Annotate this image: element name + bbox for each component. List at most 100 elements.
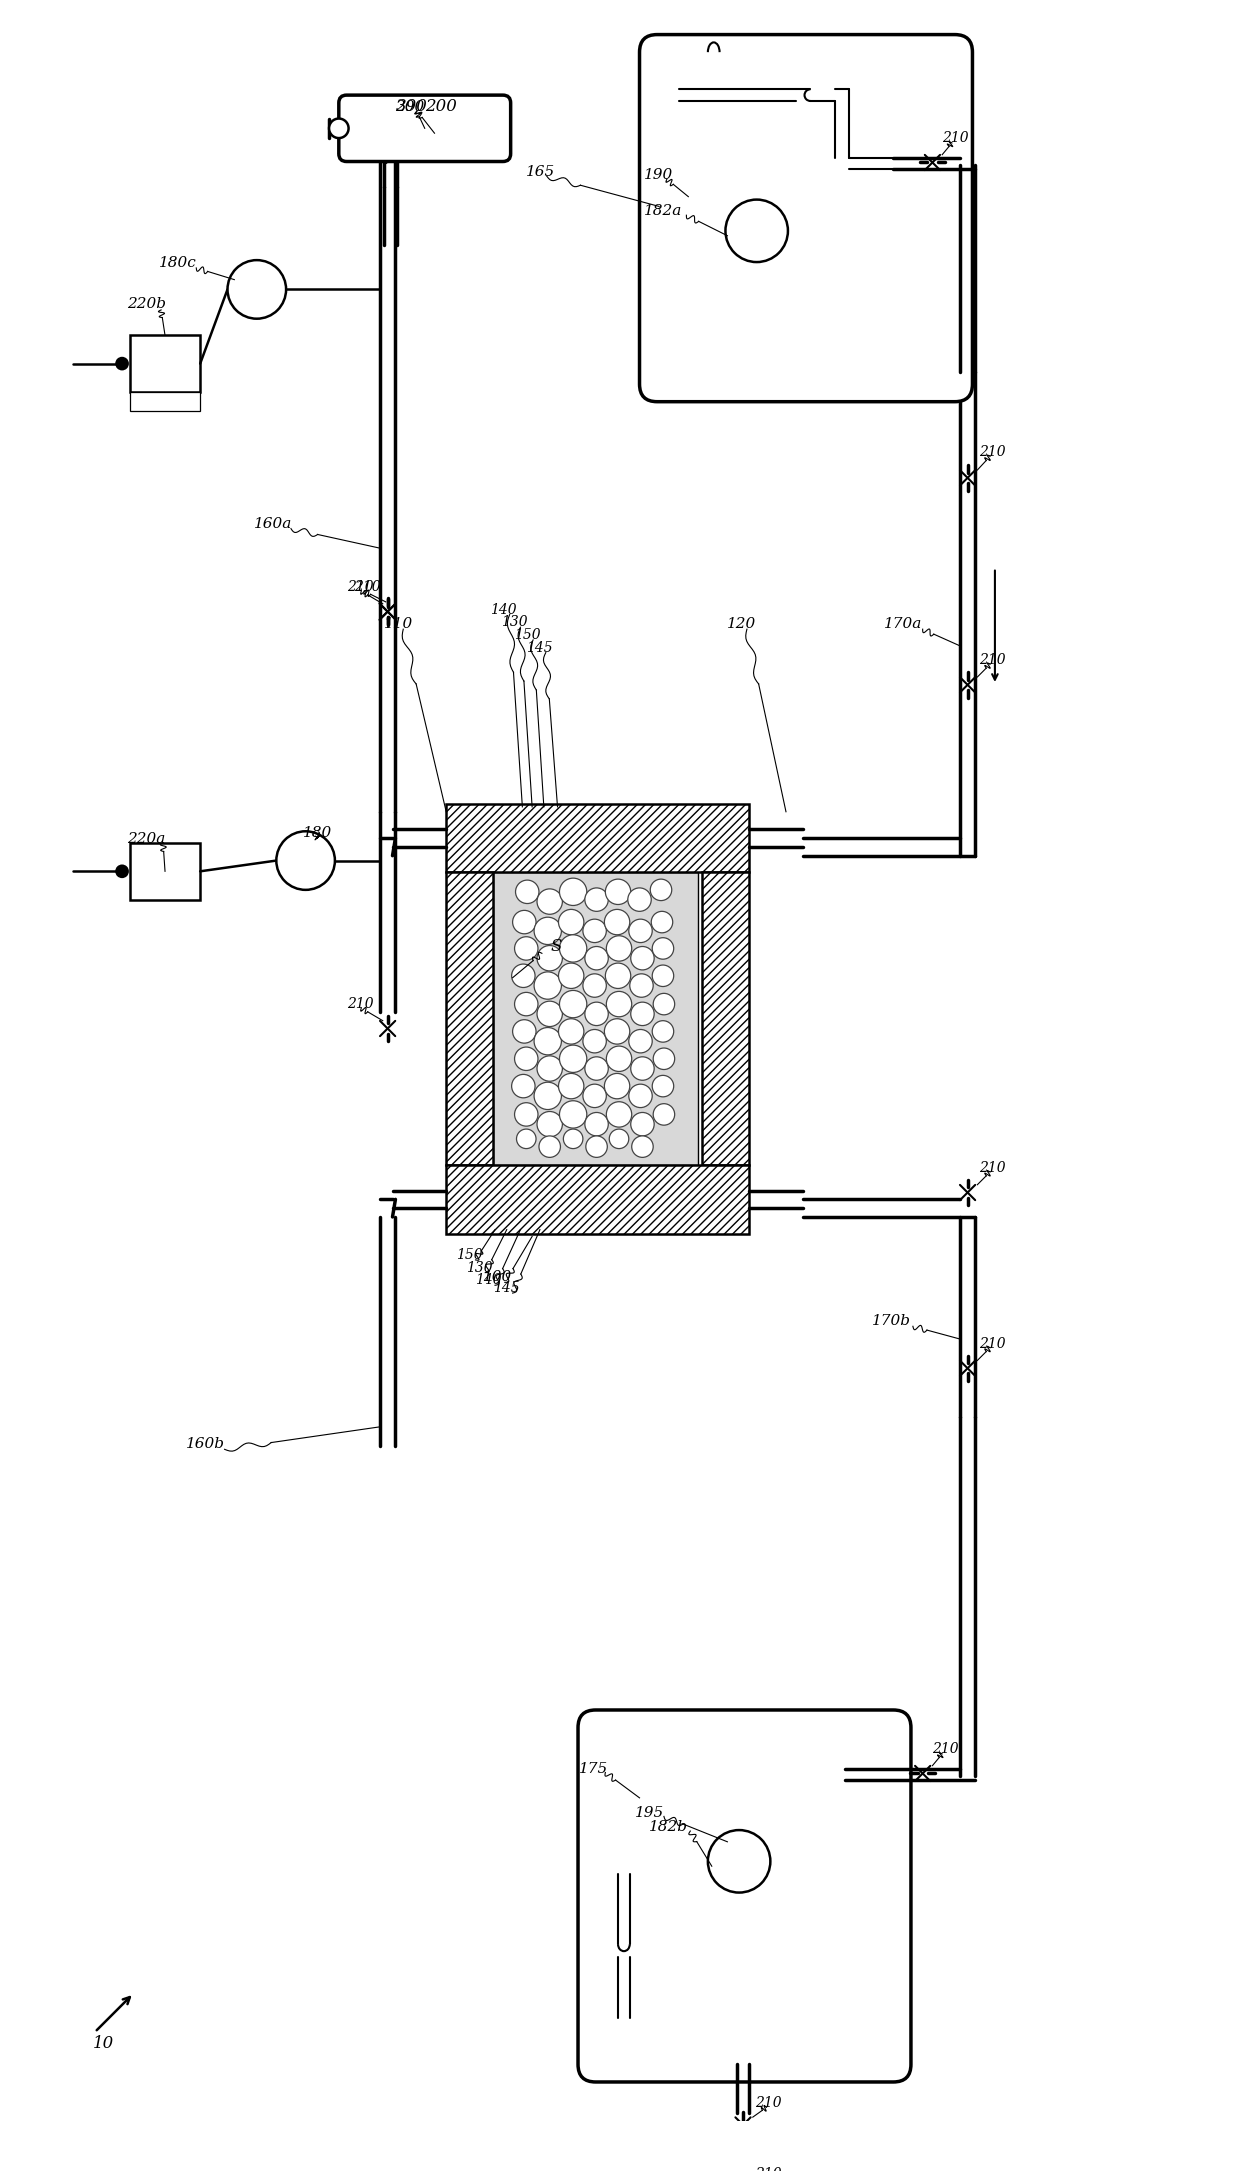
Text: 210: 210 — [347, 996, 373, 1012]
Text: 160a: 160a — [254, 517, 293, 530]
Circle shape — [277, 831, 335, 890]
Circle shape — [653, 1049, 675, 1070]
Circle shape — [605, 879, 631, 905]
Circle shape — [329, 119, 348, 139]
Circle shape — [609, 1129, 629, 1148]
Circle shape — [115, 864, 129, 877]
Text: 182a: 182a — [645, 204, 683, 219]
Circle shape — [606, 1046, 631, 1072]
Text: 160b: 160b — [186, 1437, 224, 1452]
Circle shape — [604, 1072, 630, 1099]
Circle shape — [585, 1003, 609, 1025]
Text: 140: 140 — [475, 1274, 502, 1287]
Text: 180c: 180c — [159, 256, 197, 269]
Circle shape — [583, 918, 606, 942]
Circle shape — [652, 1020, 673, 1042]
Bar — [446, 803, 749, 873]
Circle shape — [652, 1075, 673, 1096]
Circle shape — [537, 1055, 563, 1081]
Circle shape — [515, 1046, 538, 1070]
Circle shape — [652, 966, 673, 986]
Circle shape — [539, 1135, 560, 1157]
Circle shape — [537, 888, 563, 914]
Circle shape — [631, 947, 655, 970]
Text: 175: 175 — [579, 1761, 609, 1776]
Circle shape — [115, 356, 129, 371]
Bar — [446, 873, 494, 1166]
FancyBboxPatch shape — [640, 35, 972, 402]
Circle shape — [558, 1072, 584, 1099]
Circle shape — [585, 947, 609, 970]
Circle shape — [627, 888, 651, 912]
Text: 180: 180 — [303, 827, 332, 840]
Circle shape — [630, 975, 653, 996]
Text: 150: 150 — [513, 627, 541, 643]
Text: 145: 145 — [526, 640, 553, 656]
Circle shape — [652, 938, 673, 960]
Bar — [702, 873, 749, 1166]
Circle shape — [606, 992, 631, 1016]
Circle shape — [708, 1830, 770, 1893]
Circle shape — [585, 888, 609, 912]
Text: 390: 390 — [396, 98, 428, 115]
Circle shape — [534, 916, 562, 944]
Circle shape — [559, 936, 587, 962]
Circle shape — [629, 1083, 652, 1107]
Text: 210: 210 — [755, 2097, 781, 2110]
Bar — [130, 393, 200, 412]
Circle shape — [583, 975, 606, 996]
Circle shape — [559, 1044, 587, 1072]
Bar — [446, 1166, 749, 1233]
Text: S: S — [551, 938, 562, 955]
Circle shape — [534, 1081, 562, 1109]
Text: 130: 130 — [466, 1261, 492, 1274]
Text: 200: 200 — [396, 100, 424, 113]
Circle shape — [537, 1001, 563, 1027]
Circle shape — [512, 1020, 536, 1042]
Circle shape — [558, 964, 584, 988]
Circle shape — [606, 936, 631, 962]
Circle shape — [512, 1075, 534, 1099]
Circle shape — [606, 1101, 631, 1127]
Circle shape — [585, 1112, 609, 1135]
Text: 140: 140 — [490, 604, 517, 617]
Text: 210: 210 — [942, 130, 968, 145]
Text: 130: 130 — [501, 614, 527, 630]
Circle shape — [631, 1003, 655, 1025]
Text: 145: 145 — [494, 1281, 520, 1296]
Circle shape — [629, 918, 652, 942]
Circle shape — [559, 990, 587, 1018]
Circle shape — [515, 936, 538, 960]
Circle shape — [559, 877, 587, 905]
Text: 210: 210 — [355, 580, 381, 595]
Circle shape — [604, 910, 630, 936]
Circle shape — [537, 947, 563, 970]
Circle shape — [534, 1027, 562, 1055]
Circle shape — [563, 1129, 583, 1148]
Text: 165: 165 — [526, 165, 556, 180]
Circle shape — [512, 910, 536, 934]
Text: 195: 195 — [635, 1806, 663, 1819]
Circle shape — [629, 1029, 652, 1053]
Text: 210: 210 — [980, 653, 1006, 666]
Bar — [130, 842, 200, 899]
Circle shape — [585, 1135, 608, 1157]
Circle shape — [651, 912, 673, 934]
Circle shape — [583, 1083, 606, 1107]
Text: 120: 120 — [728, 617, 756, 632]
Circle shape — [227, 261, 286, 319]
Circle shape — [512, 964, 534, 988]
Text: 210: 210 — [347, 580, 373, 595]
Circle shape — [583, 1029, 606, 1053]
Text: 220b: 220b — [126, 297, 166, 310]
Text: 10: 10 — [93, 2036, 114, 2052]
Circle shape — [604, 1018, 630, 1044]
Circle shape — [559, 1101, 587, 1129]
Text: 170b: 170b — [872, 1313, 911, 1329]
Circle shape — [515, 1103, 538, 1127]
Circle shape — [517, 1129, 536, 1148]
Circle shape — [631, 1057, 655, 1081]
Circle shape — [558, 910, 584, 936]
Text: 210: 210 — [980, 445, 1006, 460]
Text: 210: 210 — [980, 1161, 1006, 1175]
